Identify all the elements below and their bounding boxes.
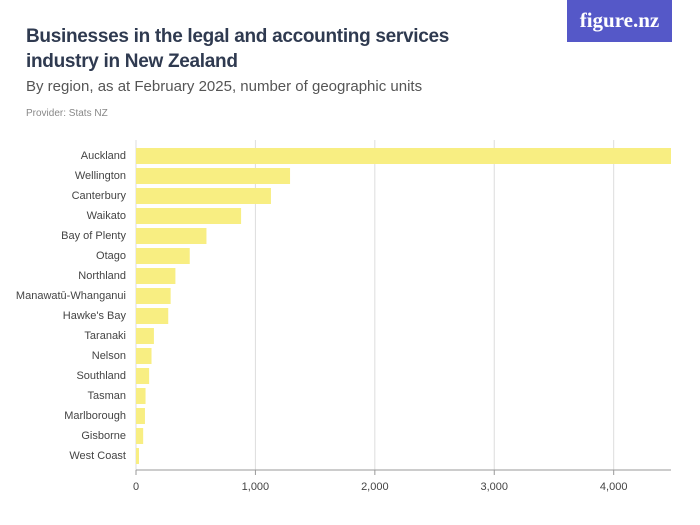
y-tick-label: Manawatū-Whanganui: [16, 290, 126, 302]
source: Provider: Stats NZ: [26, 108, 108, 119]
x-tick-label: 0: [133, 481, 139, 493]
x-tick-label: 3,000: [480, 481, 508, 493]
logo[interactable]: figure.nz: [567, 0, 672, 42]
y-tick-label: Marlborough: [64, 410, 126, 422]
bar: [136, 268, 176, 284]
y-tick-label: Tasman: [87, 390, 126, 402]
bar: [136, 368, 150, 384]
bar: [136, 328, 154, 344]
bar: [136, 248, 190, 264]
y-tick-label: Otago: [96, 250, 126, 262]
bar: [136, 428, 144, 444]
x-tick-label: 4,000: [600, 481, 628, 493]
y-tick-label: Bay of Plenty: [61, 230, 126, 242]
x-tick-label: 2,000: [361, 481, 389, 493]
y-tick-label: Southland: [76, 370, 126, 382]
y-tick-label: Hawke's Bay: [63, 310, 127, 322]
bar: [136, 348, 152, 364]
y-tick-label: Auckland: [81, 150, 126, 162]
bar: [136, 308, 169, 324]
bar: [136, 208, 242, 224]
y-tick-label: Wellington: [75, 170, 126, 182]
y-tick-label: Nelson: [92, 350, 126, 362]
y-tick-label: Taranaki: [84, 330, 126, 342]
bar: [136, 288, 171, 304]
bar: [136, 188, 271, 204]
y-tick-label: West Coast: [69, 450, 126, 462]
bar: [136, 408, 145, 424]
bar: [136, 168, 291, 184]
bar: [136, 148, 671, 164]
bar: [136, 448, 139, 464]
chart-title: Businesses in the legal and accounting s…: [26, 26, 450, 72]
bar: [136, 388, 146, 404]
y-tick-label: Gisborne: [81, 430, 126, 442]
x-tick-label: 1,000: [242, 481, 270, 493]
y-tick-label: Northland: [78, 270, 126, 282]
chart-subtitle: By region, as at February 2025, number o…: [26, 78, 423, 95]
y-tick-label: Canterbury: [72, 190, 127, 202]
bar: [136, 228, 207, 244]
y-tick-label: Waikato: [87, 210, 126, 222]
